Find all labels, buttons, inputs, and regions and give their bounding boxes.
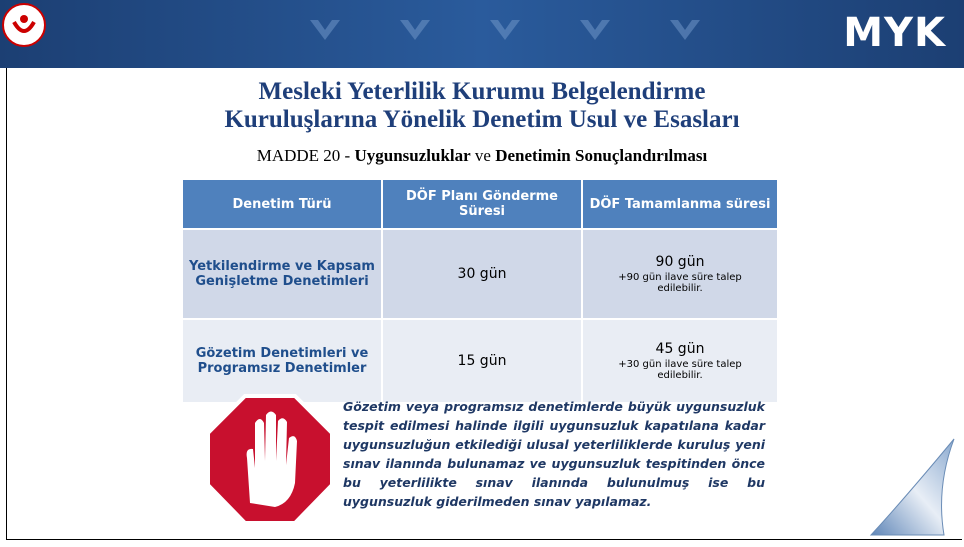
- header-row: Denetim Türü DÖF Planı Gönderme Süresi D…: [183, 180, 779, 229]
- cell-note: +30 gün ilave süre talep edilebilir.: [618, 359, 742, 381]
- cell: 45 gün +30 gün ilave süre talep edilebili…: [582, 318, 779, 402]
- logo-text: MYK: [843, 10, 946, 56]
- notice-text: Gözetim veya programsız denetimlerde büy…: [343, 399, 765, 509]
- row: Gözetim Denetimleri ve Programsız Deneti…: [183, 318, 779, 402]
- cell: 30 gün: [382, 228, 583, 319]
- cell: 15 gün: [382, 318, 583, 402]
- heading-part: Uygunsuzluklar: [354, 146, 471, 165]
- cell: Yetkilendirme ve Kapsam Genişletme Denet…: [183, 228, 383, 319]
- heading-part: ve: [474, 146, 491, 165]
- table: Denetim Türü DÖF Planı Gönderme Süresi D…: [183, 180, 779, 402]
- row: Yetkilendirme ve Kapsam Genişletme Denet…: [183, 228, 779, 319]
- stop-sign: [206, 394, 334, 525]
- title-line: Mesleki Yeterlilik Kurumu Belgelendirme: [258, 78, 706, 105]
- heading-part: Denetimin Sonuçlandırılması: [495, 146, 708, 165]
- subtitle: MADDE 20 - Uygunsuzluklar ve Denetimin S…: [0, 146, 964, 166]
- header-cell: Denetim Türü: [183, 180, 383, 229]
- header-cell: DÖF Planı Gönderme Süresi: [382, 180, 583, 229]
- header-cell: DÖF Tamamlanma süresi: [582, 180, 779, 229]
- article: MADDE 20 -: [256, 146, 351, 165]
- title-line: Kuruluşlarına Yönelik Denetim Usul ve Es…: [224, 106, 740, 133]
- cell-main: 45 gün: [655, 341, 705, 357]
- cell: 90 gün +90 gün ilave süre talep edilebili…: [582, 228, 779, 319]
- cell-main: 90 gün: [655, 254, 705, 270]
- cell: Gözetim Denetimleri ve Programsız Deneti…: [183, 318, 383, 402]
- page-curl: [869, 438, 955, 536]
- header-bar: MYK: [0, 0, 964, 68]
- header-graphics: [2, 3, 700, 47]
- frame: [6, 0, 962, 540]
- cell-note: +90 gün ilave süre talep edilebilir.: [618, 272, 742, 294]
